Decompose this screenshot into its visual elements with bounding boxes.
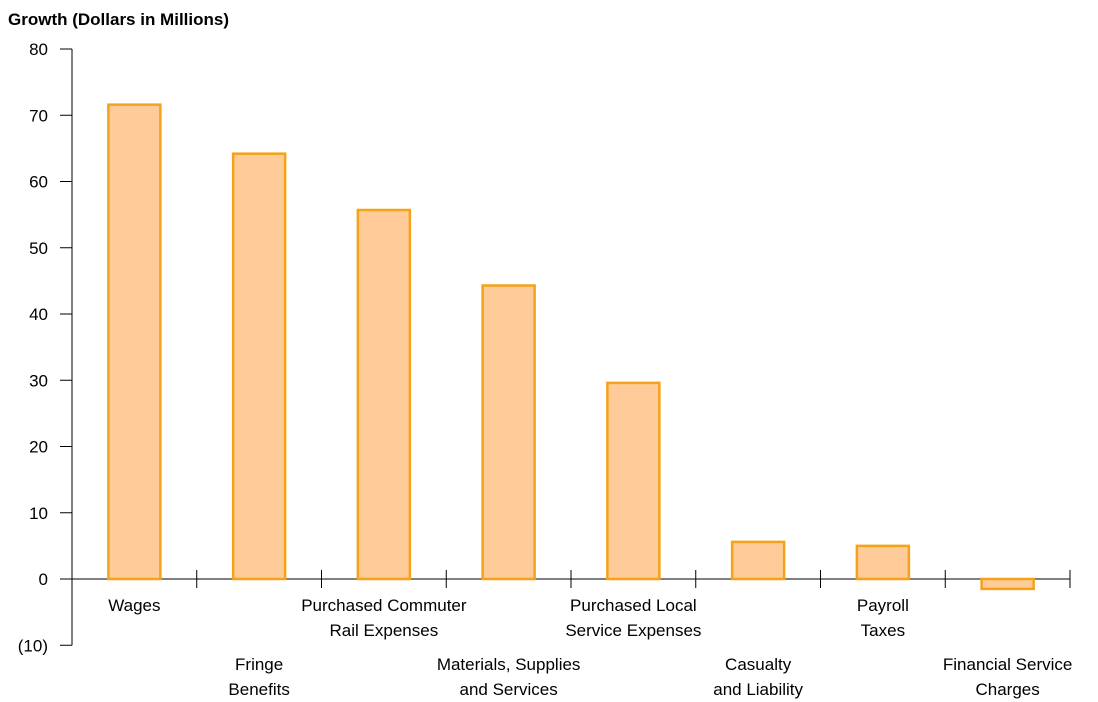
bar [356,208,412,581]
category-label-line: Service Expenses [565,621,701,640]
y-tick-label: (10) [18,636,48,655]
y-tick-label: 10 [29,504,48,523]
category-label: Casualty and Liability [713,655,803,699]
x-axis [72,570,1071,588]
category-labels: Wages Fringe Benefits Purchased Commuter Rai… [108,596,1072,699]
category-label-line: Purchased Commuter [301,596,467,615]
y-axis: (10) 0 10 20 30 40 50 60 70 80 [18,40,73,655]
y-tick-label: 60 [29,173,48,192]
category-label: Purchased Local Service Expenses [565,596,701,640]
bars [107,103,1035,591]
category-label: Purchased Commuter Rail Expenses [301,596,467,640]
y-tick-label: 50 [29,239,48,258]
category-label-line: Payroll [857,596,909,615]
y-tick-label: 40 [29,305,48,324]
bar [855,544,911,581]
bar [730,540,786,581]
category-label-line: Purchased Local [570,596,697,615]
category-label: Materials, Supplies and Services [437,655,581,699]
bar [231,152,287,581]
category-label-line: Casualty [725,655,792,674]
bar [481,284,536,581]
category-label-line: and Services [459,680,557,699]
category-label: Fringe Benefits [228,655,289,699]
category-label-line: Charges [975,680,1039,699]
category-label-line: Fringe [235,655,283,674]
bar [107,103,162,581]
bar [606,381,661,581]
category-label-line: Financial Service [943,655,1072,674]
chart-title: Growth (Dollars in Millions) [8,10,229,29]
category-label-line: Taxes [861,621,905,640]
category-label-line: Rail Expenses [330,621,439,640]
category-label-line: Wages [108,596,160,615]
y-tick-label: 0 [39,570,48,589]
y-tick-label: 70 [29,106,48,125]
y-tick-label: 30 [29,371,48,390]
y-tick-label: 20 [29,438,48,457]
category-label-line: and Liability [713,680,803,699]
category-label: Financial Service Charges [943,655,1072,699]
y-tick-label: 80 [29,40,48,59]
category-label: Wages [108,596,160,615]
bar [980,577,1035,591]
category-label: Payroll Taxes [857,596,909,640]
category-label-line: Materials, Supplies [437,655,581,674]
category-label-line: Benefits [228,680,289,699]
